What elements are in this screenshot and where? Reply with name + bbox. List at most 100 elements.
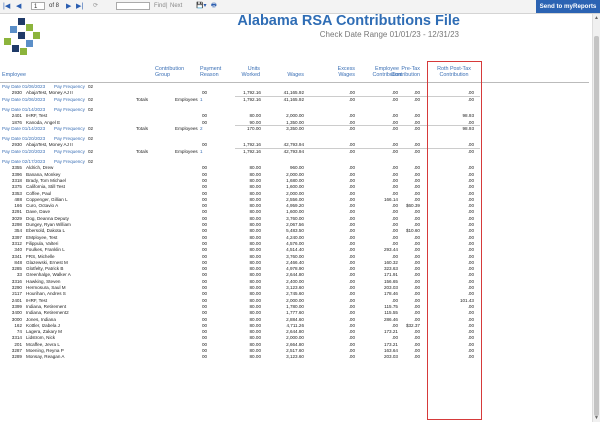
col-roth-posttax-contribution: Roth Post-Tax Contribution xyxy=(437,66,471,78)
pretax-contribution: .00 xyxy=(413,354,420,360)
find-link[interactable]: Find xyxy=(154,3,166,9)
pretax-contribution: .00 xyxy=(413,184,420,190)
table-row: 3316 Hawking, Steven 00 80.00 2,400.00 .00 156… xyxy=(0,279,590,284)
previous-page-icon[interactable]: ◀ xyxy=(16,3,22,10)
export-icon[interactable]: 💾▾ xyxy=(196,3,207,9)
pretax-contribution: .00 xyxy=(413,215,420,221)
table-row: 3312 Filippula, Valteri 00 80.00 4,576.00 .00… xyxy=(0,241,590,246)
employee-contribution: 173.21 xyxy=(383,329,398,335)
wages: 2,644.80 xyxy=(286,272,304,278)
employee-contribution: 171.91 xyxy=(383,272,398,278)
print-icon[interactable]: 🖶 xyxy=(211,3,217,9)
roth-posttax-contribution: .00 xyxy=(467,310,474,316)
units-worked: 80.00 xyxy=(249,165,262,171)
payment-reason: 00 xyxy=(202,253,208,259)
employee-contribution: 115.55 xyxy=(384,310,398,316)
wages: 1,780.00 xyxy=(286,303,304,309)
units-worked: 80.00 xyxy=(249,278,262,284)
pay-date-header: Pay Date 01/06/2023 Pay Frequency 02 xyxy=(0,84,590,89)
pay-date-header: Pay Date 01/20/2023 Pay Frequency 02 xyxy=(0,136,590,141)
wages: 1,777.60 xyxy=(286,310,304,316)
excess-wages: .00 xyxy=(348,278,355,284)
next-link[interactable]: Next xyxy=(170,3,183,9)
table-row: 3318 Brady, Tom Michael 00 80.00 1,680.00 .00… xyxy=(0,178,590,183)
employee-name: Moening, Reyna P xyxy=(26,348,64,353)
pay-frequency: 02 xyxy=(88,125,94,131)
roth-posttax-contribution: .00 xyxy=(467,240,474,246)
employee-name: California, Still Test xyxy=(26,184,65,190)
employee-name: Hourihan, Andres S xyxy=(26,291,66,297)
pay-frequency: 02 xyxy=(88,159,94,164)
employee-contribution: .00 xyxy=(391,234,398,240)
pay-date: Pay Date 02/17/2023 xyxy=(2,159,46,164)
roth-posttax-contribution: .00 xyxy=(467,341,474,347)
units-worked: 80.00 xyxy=(249,329,262,335)
roth-posttax-contribution: .00 xyxy=(467,272,474,278)
roth-posttax-contribution: .00 xyxy=(467,259,474,265)
table-row: 3287 Moening, Reyna P 00 80.00 2,517.60 .00 16… xyxy=(0,348,590,353)
vertical-scrollbar[interactable]: ▲ ▼ xyxy=(592,14,600,422)
scroll-down-icon[interactable]: ▼ xyxy=(594,415,599,421)
wages: 3,123.60 xyxy=(286,354,304,360)
employee-name: Lagera, Zakary M xyxy=(26,329,62,335)
units-worked: 80.00 xyxy=(249,316,262,322)
excess-wages: .00 xyxy=(348,96,355,102)
employees-label: Employees xyxy=(175,96,198,102)
table-row: 3285 Glotfelty, Patrick B 00 80.00 4,978.90.… xyxy=(0,266,590,271)
page-number-input[interactable]: 1 xyxy=(31,2,45,10)
excess-wages: .00 xyxy=(348,142,355,148)
pay-date: Pay Date 01/14/2023 xyxy=(2,106,46,112)
next-page-icon[interactable]: ▶ xyxy=(66,3,72,10)
pay-frequency: 02 xyxy=(88,96,94,102)
wages: 2,884.60 xyxy=(286,316,304,322)
table-row: 3397 EMployee, Test 00 80.00 4,240.00 .00 .00.… xyxy=(0,235,590,240)
wages: 2,000.00 xyxy=(286,335,304,341)
last-page-icon[interactable]: ▶| xyxy=(76,3,84,10)
units-worked: 80.00 xyxy=(249,203,262,209)
refresh-icon[interactable]: ⟳ xyxy=(93,3,99,9)
payment-reason: 00 xyxy=(202,278,208,284)
col-contribution-group: Contribution Group xyxy=(155,66,185,78)
col-employee: Employee xyxy=(2,72,26,78)
excess-wages: .00 xyxy=(348,119,355,125)
payment-reason: 00 xyxy=(202,272,208,278)
roth-posttax-contribution: .00 xyxy=(467,96,474,102)
subtotal-divider xyxy=(235,95,480,97)
units-worked: 170.00 xyxy=(246,125,261,131)
excess-wages: .00 xyxy=(348,203,355,209)
employee-id: 3399 xyxy=(11,303,22,309)
wages: 2,000.00 xyxy=(286,171,304,177)
employee-id: 3285 xyxy=(11,266,22,272)
employee-name: Filippula, Valteri xyxy=(26,240,59,246)
first-page-icon[interactable]: |◀ xyxy=(3,3,11,10)
pretax-contribution: .00 xyxy=(413,253,420,259)
wages: 41,165.92 xyxy=(283,96,304,102)
table-row: 201 Mcaffee, Jevra L 00 80.00 2,664.80 .00 173… xyxy=(0,342,590,347)
employee-id: 1876 xyxy=(11,119,22,125)
wages: 4,576.00 xyxy=(286,240,304,246)
pay-frequency: 02 xyxy=(88,84,94,89)
employee-contribution: .00 xyxy=(391,190,398,196)
pretax-contribution: .00 xyxy=(413,171,420,177)
scrollbar-thumb[interactable] xyxy=(594,36,599,416)
pretax-contribution: .00 xyxy=(413,247,420,253)
send-to-myreports-button[interactable]: Send to myReports xyxy=(536,0,600,13)
employee-contribution: 323.63 xyxy=(383,266,398,272)
employee-contribution: 178.46 xyxy=(383,291,398,297)
roth-posttax-contribution: .00 xyxy=(467,209,474,215)
excess-wages: .00 xyxy=(348,190,355,196)
employee-name: Lidstrom, Nick xyxy=(26,335,56,341)
employee-name: Dave, Dave xyxy=(26,209,51,215)
scroll-up-icon[interactable]: ▲ xyxy=(594,15,599,21)
units-worked: 80.00 xyxy=(249,113,262,119)
pretax-contribution: .00 xyxy=(413,303,420,309)
table-row: 2117 Hourihan, Andres S 00 80.00 2,745.60 .00… xyxy=(0,291,590,296)
payment-reason: 00 xyxy=(202,119,208,125)
find-input[interactable] xyxy=(116,2,150,10)
pay-date-header: Pay Date 01/14/2023 Pay Frequency 02 xyxy=(0,107,590,112)
pay-frequency-label: Pay Frequency xyxy=(54,125,85,131)
table-row: 3375 California, Still Test 00 80.00 1,600.0… xyxy=(0,184,590,189)
pretax-contribution: .00 xyxy=(413,165,420,171)
payment-reason: 00 xyxy=(202,322,208,328)
employee-name: Greenhalge, Walker A xyxy=(26,272,71,278)
